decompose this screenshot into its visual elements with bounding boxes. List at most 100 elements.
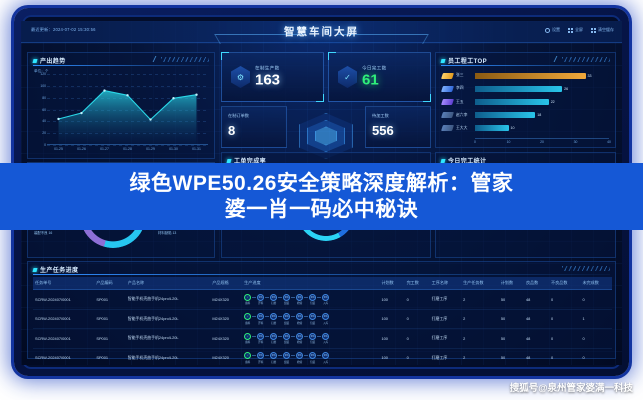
- kpi-card-in-production-orders[interactable]: 在制订单数 8: [221, 106, 287, 148]
- step-status-icon: 0%: [296, 313, 304, 320]
- progress-step[interactable]: ✓ 备料: [244, 352, 252, 364]
- step-label: 打磨: [271, 321, 277, 325]
- cell-process-name: 打磨工序: [429, 348, 462, 365]
- panel-title-text: 员工程工TOP: [448, 59, 488, 65]
- panel-title-output-trend: 产出趋势: [32, 56, 66, 65]
- step-label: 入库: [323, 360, 329, 364]
- bar-fill: [475, 85, 563, 92]
- cell-task-no: SCRW-202407/0001: [33, 309, 95, 329]
- progress-step[interactable]: 0% 包装: [309, 332, 317, 344]
- step-label: 包装: [310, 341, 316, 344]
- bar-track: 18: [475, 112, 609, 119]
- panel-deco-stripes: [562, 266, 610, 271]
- progress-step[interactable]: 0% 检验: [296, 332, 304, 344]
- table-row[interactable]: SCRW-202407/0001 SP001 智能手机壳曲手机24pro/L20L M…: [33, 309, 612, 329]
- bar-row: 李四 26: [441, 84, 609, 93]
- progress-step[interactable]: 0% 检验: [296, 313, 304, 325]
- progress-step[interactable]: ✓ 备料: [244, 313, 252, 325]
- panel-marker-icon: [440, 58, 446, 63]
- fullscreen-button[interactable]: 全屏: [568, 27, 583, 33]
- cell-good-qty: 48: [523, 348, 550, 365]
- grid-icon: [591, 27, 596, 33]
- bar-value-label: 33: [587, 73, 592, 78]
- x-tick-label: 01-27: [100, 147, 109, 151]
- cell-plan-count: 100: [379, 348, 405, 365]
- progress-step[interactable]: 0% 检验: [296, 352, 304, 364]
- cell-done-count: 0: [404, 328, 430, 349]
- fullscreen-label: 全屏: [575, 27, 583, 32]
- progress-step[interactable]: 0% 打磨: [270, 313, 278, 325]
- step-label: 组装: [284, 302, 290, 305]
- progress-step[interactable]: 0% 包装: [309, 352, 317, 364]
- table-row[interactable]: SCRW-202407/0001 SP001 智能手机壳曲手机24pro/L20L M…: [33, 328, 612, 349]
- progress-step[interactable]: 0% 打磨: [270, 352, 278, 364]
- x-tick-label: 40: [607, 140, 611, 144]
- progress-step[interactable]: 0% 组装: [283, 332, 291, 344]
- bar-row: 王五 22: [441, 98, 609, 107]
- step-connector: [278, 355, 283, 357]
- panel-title-text: 生产任务进度: [40, 268, 79, 274]
- table-body: SCRW-202407/0001 SP001 智能手机壳曲手机24pro/L20L M…: [33, 289, 612, 365]
- progress-step[interactable]: 0% 开料: [257, 293, 265, 305]
- bar-category-label: 李四: [456, 86, 464, 91]
- gridline: [47, 145, 208, 146]
- panel-marker-icon: [32, 267, 38, 272]
- step-label: 开料: [258, 302, 264, 305]
- table-column-header: 计划数: [498, 277, 524, 290]
- bar-track: 26: [475, 85, 609, 92]
- step-status-icon: 0%: [309, 313, 317, 320]
- y-tick-label: 80: [42, 95, 46, 100]
- table-row[interactable]: SCRW-202407/0001 SP001 智能手机壳曲手机24pro/L20L M…: [33, 289, 612, 310]
- progress-step[interactable]: 0% 入库: [322, 293, 330, 305]
- progress-step[interactable]: 0% 入库: [322, 313, 330, 325]
- cell-progress-steps: ✓ 备料 0% 开料 0% 打磨 0% 组装 0% 检验 0% 包装 0% 入库: [242, 309, 380, 329]
- clear-cache-button[interactable]: 清空缓存: [591, 27, 614, 33]
- bar-value-label: 10: [510, 126, 515, 131]
- progress-step[interactable]: 0% 开料: [257, 332, 265, 344]
- progress-step[interactable]: 0% 打磨: [270, 332, 278, 344]
- step-connector: [317, 355, 322, 357]
- cell-product-code: SP001: [94, 328, 126, 349]
- step-connector: [317, 335, 322, 337]
- kpi-label: 在制订单数: [228, 113, 249, 118]
- table-row[interactable]: SCRW-202407/0001 SP001 智能手机壳曲手机24pro/L20L M…: [33, 348, 612, 365]
- progress-step[interactable]: 0% 开料: [257, 313, 265, 325]
- cell-plan-count: 100: [379, 328, 405, 349]
- progress-step[interactable]: 0% 开料: [257, 352, 265, 364]
- progress-step[interactable]: ✓ 备料: [244, 332, 252, 344]
- rank-medal-icon: [441, 85, 454, 92]
- step-label: 组装: [284, 360, 290, 364]
- step-label: 组装: [284, 341, 290, 344]
- progress-step[interactable]: 0% 组装: [283, 293, 291, 305]
- progress-step[interactable]: 0% 入库: [322, 332, 330, 344]
- kpi-card-pending[interactable]: 待加工数 556: [365, 106, 431, 148]
- step-status-icon: ✓: [244, 352, 252, 359]
- bar-category-label: 张三: [456, 73, 464, 78]
- progress-step[interactable]: ✓ 备料: [244, 293, 252, 305]
- progress-step[interactable]: 0% 包装: [309, 313, 317, 325]
- grid-icon: [568, 27, 573, 33]
- step-label: 开料: [258, 321, 264, 325]
- step-status-icon: 0%: [322, 293, 330, 301]
- y-tick-label: 0: [44, 143, 46, 147]
- cell-plan-count: 100: [379, 289, 405, 310]
- staff-x-axis: 0 10 20 30 40: [474, 140, 611, 146]
- table-column-header: 完工数: [404, 277, 430, 290]
- trend-y-axis: 0 20 40 60 80 100 120: [33, 72, 46, 147]
- progress-step[interactable]: 0% 打磨: [270, 293, 278, 305]
- step-connector: [265, 355, 270, 357]
- progress-step[interactable]: 0% 包装: [309, 293, 317, 305]
- progress-step[interactable]: 0% 组装: [283, 352, 291, 364]
- progress-step[interactable]: 0% 检验: [296, 293, 304, 305]
- progress-step[interactable]: 0% 组装: [283, 313, 291, 325]
- progress-step[interactable]: 0% 入库: [322, 352, 330, 364]
- kpi-card-in-production[interactable]: ⚙ 在制生产数 163: [221, 52, 324, 102]
- cell-process-name: 打磨工序: [429, 289, 462, 310]
- cell-product-spec: M24X320: [210, 328, 243, 349]
- cell-bad-qty: 0: [549, 309, 581, 329]
- watermark: 搜狐号@泉州管家婆满一科技: [509, 383, 633, 394]
- settings-button[interactable]: 设置: [545, 27, 560, 33]
- step-connector: [304, 355, 309, 357]
- kpi-body: 今日完工数 61: [362, 66, 386, 89]
- kpi-card-completed-today[interactable]: ✓ 今日完工数 61: [328, 52, 431, 102]
